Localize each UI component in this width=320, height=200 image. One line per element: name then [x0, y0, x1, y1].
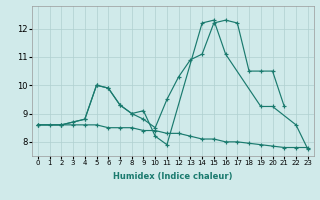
X-axis label: Humidex (Indice chaleur): Humidex (Indice chaleur)	[113, 172, 233, 181]
